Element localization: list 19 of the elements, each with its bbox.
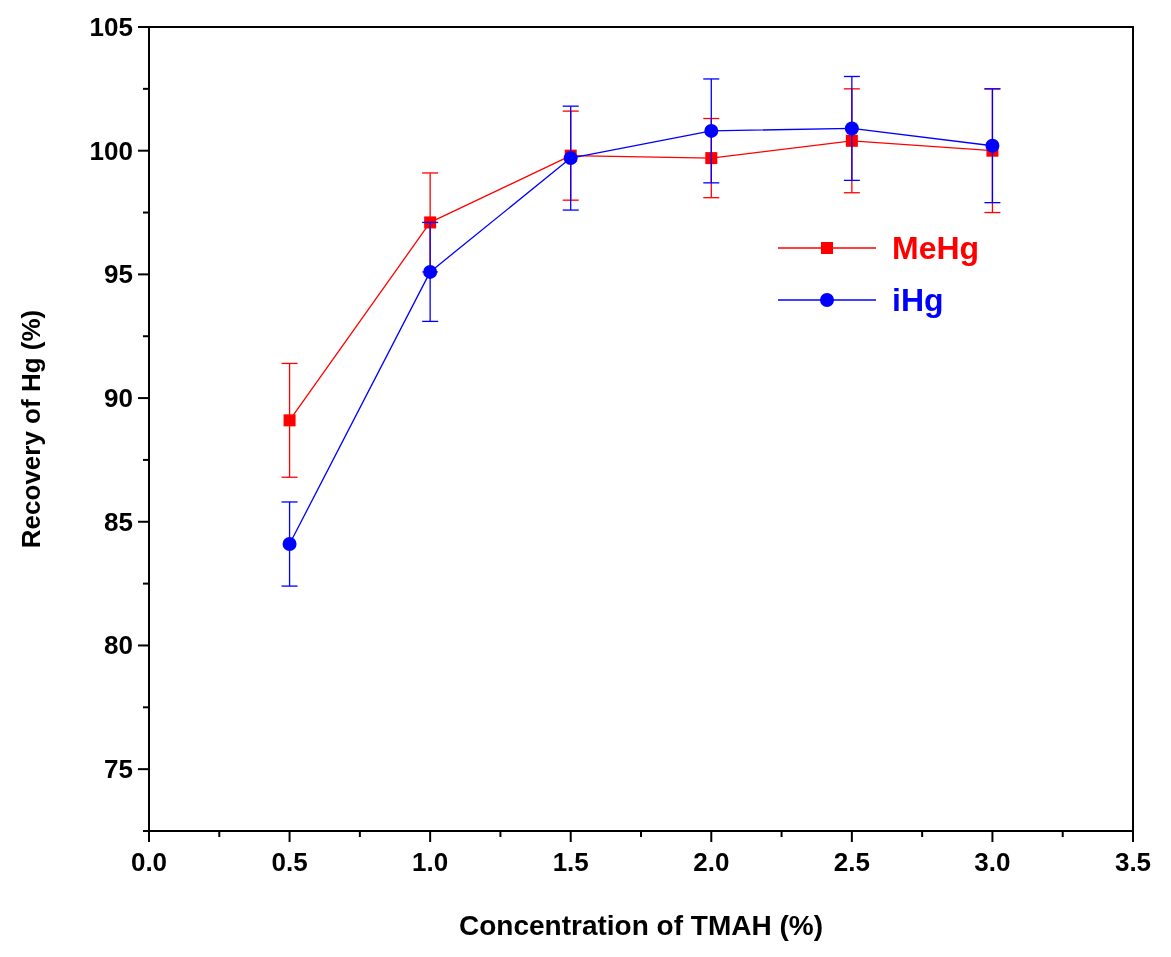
x-tick-label: 0.5 xyxy=(271,847,308,877)
y-tick-label: 85 xyxy=(104,506,133,537)
y-tick-label: 90 xyxy=(104,383,133,414)
x-tick-label: 3.0 xyxy=(974,847,1011,877)
y-tick-label: 105 xyxy=(89,12,133,42)
x-tick-label: 2.0 xyxy=(693,847,730,877)
y-tick-label: 95 xyxy=(104,259,133,290)
x-tick-label: 3.5 xyxy=(1114,847,1152,877)
x-axis-title: Concentration of TMAH (%) xyxy=(459,910,823,941)
y-axis-title: Recovery of Hg (%) xyxy=(16,309,46,549)
x-tick-label: 2.5 xyxy=(833,847,870,877)
x-tick-label: 0.0 xyxy=(130,847,168,877)
legend-label: iHg xyxy=(892,282,944,318)
legend-label: MeHg xyxy=(892,230,980,266)
x-tick-label: 1.5 xyxy=(552,847,589,877)
x-tick-label: 1.0 xyxy=(412,847,449,877)
y-tick-label: 100 xyxy=(89,135,133,166)
y-tick-label: 75 xyxy=(104,754,133,785)
y-tick-label: 80 xyxy=(104,630,133,661)
